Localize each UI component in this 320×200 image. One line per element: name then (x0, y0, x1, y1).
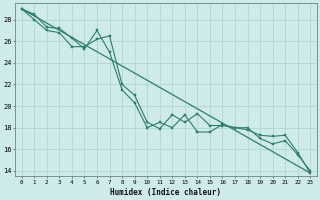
X-axis label: Humidex (Indice chaleur): Humidex (Indice chaleur) (110, 188, 221, 197)
